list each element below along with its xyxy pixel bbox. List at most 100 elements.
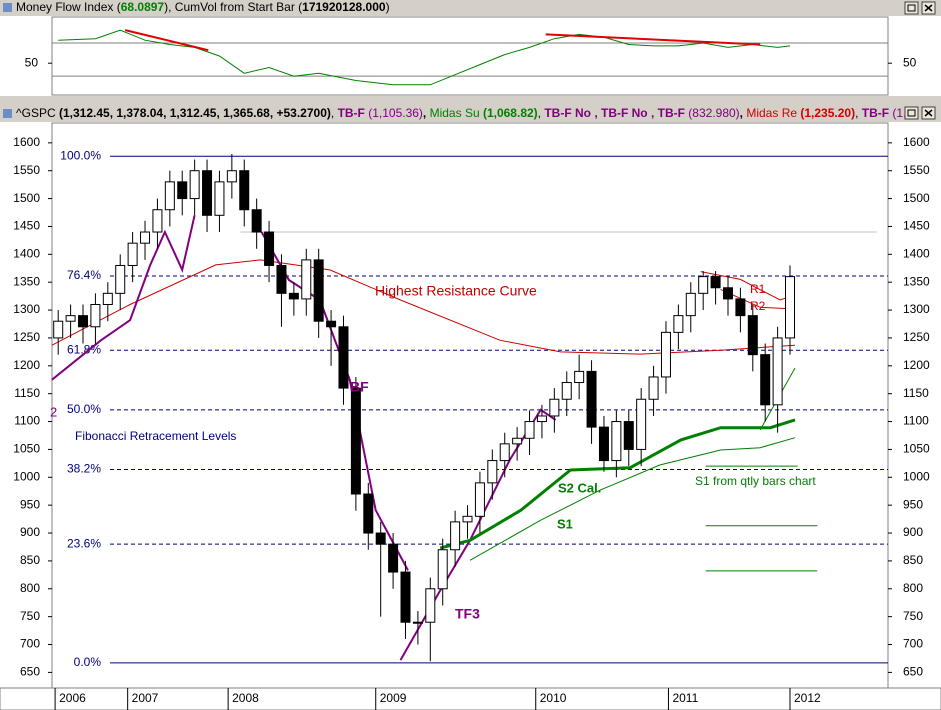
title-segment: (1, (892, 106, 906, 120)
x-tick-label: 2012 (794, 691, 821, 705)
y-tick-label: 1500 (13, 191, 40, 205)
line-series (545, 33, 761, 46)
y-tick-label-right: 900 (903, 525, 923, 539)
panel-title: ^GSPC (1,312.45, 1,378.04, 1,312.45, 1,3… (16, 106, 906, 120)
candle-body (152, 209, 163, 233)
candle-body (140, 231, 151, 244)
y-tick-label: 50 (25, 55, 39, 69)
y-tick-label-right: 1050 (903, 442, 930, 456)
candle-body (214, 181, 225, 216)
y-tick-label: 850 (20, 553, 40, 567)
candle-body (350, 387, 361, 495)
panel-title: Money Flow Index (68.0897), CumVol from … (16, 0, 390, 14)
y-tick-label-right: 1200 (903, 358, 930, 372)
title-segment: TB-F (862, 106, 893, 120)
candle-body (189, 170, 200, 200)
panel-title-bar (0, 0, 941, 16)
y-tick-label: 900 (20, 525, 40, 539)
splitter (0, 96, 941, 105)
candle-body (90, 303, 101, 328)
line-series (51, 215, 196, 381)
close-glyph (924, 109, 933, 117)
panel-icon (3, 3, 12, 12)
candle-body (239, 170, 250, 211)
title-segment: (1,068.82) (483, 106, 538, 120)
y-tick-label: 1600 (13, 135, 40, 149)
title-segment: TB-F No , TB-F No , TB-F (544, 106, 688, 120)
candle-body (313, 259, 324, 322)
candle-body (660, 331, 671, 378)
title-segment: , (331, 106, 338, 120)
title-segment: Money Flow Index ( (16, 0, 121, 14)
title-segment: , (538, 106, 545, 120)
fib-label: 76.4% (67, 268, 101, 282)
candle-body (276, 264, 287, 294)
candle-body (710, 276, 721, 289)
y-tick-label: 800 (20, 581, 40, 595)
y-tick-label: 1450 (13, 219, 40, 233)
annotation: Fibonacci Retracement Levels (75, 429, 236, 443)
candle-body (760, 354, 771, 406)
x-axis-strip (0, 687, 941, 710)
candle-body (251, 209, 262, 233)
line-series (720, 288, 796, 310)
y-tick-label-right: 850 (903, 553, 923, 567)
fib-label: 50.0% (67, 402, 101, 416)
close-glyph (924, 4, 933, 12)
y-tick-label: 1100 (14, 414, 40, 428)
candle-body (425, 588, 436, 623)
panel-icon (3, 109, 12, 118)
candle-body (747, 315, 758, 356)
candle-body (326, 320, 337, 328)
candle-body (785, 276, 796, 339)
candle-body (512, 437, 523, 445)
maximize-button[interactable] (904, 1, 919, 15)
y-tick-label: 1350 (13, 274, 40, 288)
title-segment: Midas Su (430, 106, 483, 120)
candle-body (78, 315, 89, 328)
title-segment: (1,105.36) (368, 106, 423, 120)
candle-body (363, 493, 374, 534)
y-tick-label: 750 (20, 609, 40, 623)
candle-body (487, 460, 498, 484)
y-tick-label: 1250 (13, 330, 40, 344)
y-tick-label: 650 (20, 665, 40, 679)
maximize-glyph (907, 4, 916, 12)
candle-body (375, 532, 386, 545)
y-tick-label: 1400 (13, 246, 40, 260)
candle-body (623, 421, 634, 450)
candle-body (474, 482, 485, 517)
annotation: TF3 (455, 606, 480, 622)
y-tick-label-right: 1600 (903, 135, 930, 149)
title-segment: Midas Re (746, 106, 800, 120)
y-tick-label-right: 1500 (903, 191, 930, 205)
title-segment: , (740, 106, 747, 120)
line-series (439, 418, 796, 550)
panel-title-bar (0, 105, 941, 122)
maximize-button[interactable] (904, 106, 919, 120)
y-tick-label: 1550 (13, 163, 40, 177)
candle-body (698, 276, 709, 294)
candle-body (598, 426, 609, 462)
candle-body (226, 170, 237, 183)
candle-body (586, 370, 597, 428)
candle-body (561, 382, 572, 400)
candle-body (115, 264, 126, 294)
y-tick-label-right: 750 (903, 609, 923, 623)
annotation: S2 Cal. (558, 480, 601, 495)
candle-body (102, 292, 113, 305)
candle-body (685, 292, 696, 317)
y-tick-label: 1150 (14, 386, 40, 400)
candle-body (648, 376, 659, 400)
annotation: S1 (557, 516, 573, 531)
y-tick-label: 1300 (13, 302, 40, 316)
mfi-plot-frame (51, 16, 889, 96)
fib-label: 0.0% (74, 655, 102, 669)
y-tick-label: 1000 (13, 469, 40, 483)
y-tick-label-right: 1000 (903, 469, 930, 483)
candle-body (673, 315, 684, 333)
candle-body (735, 298, 746, 317)
candle-body (611, 421, 622, 462)
